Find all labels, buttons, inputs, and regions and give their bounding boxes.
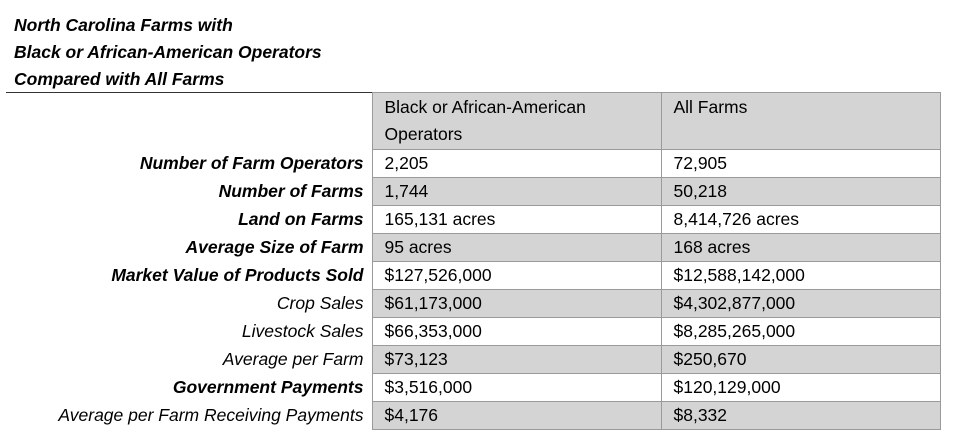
table-row: Crop Sales $61,173,000 $4,302,877,000 — [6, 289, 941, 318]
table-row: Livestock Sales $66,353,000 $8,285,265,0… — [6, 317, 941, 346]
row-label: Average per Farm Receiving Payments — [58, 405, 364, 425]
table-row: Average Size of Farm 95 acres 168 acres — [6, 233, 941, 262]
comparison-table: Black or African-American Operators All … — [6, 92, 941, 430]
table-header-row: Black or African-American Operators All … — [6, 92, 941, 150]
all-farms-value: $12,588,142,000 — [660, 261, 941, 290]
header-all-farms: All Farms — [660, 92, 941, 150]
title-line-2: Black or African-American Operators — [14, 42, 322, 62]
all-farms-value: 168 acres — [660, 233, 941, 262]
title-divider — [6, 92, 372, 93]
black-operators-value: 1,744 — [371, 177, 662, 206]
all-farms-value: $250,670 — [660, 345, 941, 374]
row-label: Number of Farms — [218, 181, 364, 201]
all-farms-value: $4,302,877,000 — [660, 289, 941, 318]
black-operators-value: 95 acres — [371, 233, 662, 262]
table-row: Average per Farm Receiving Payments $4,1… — [6, 401, 941, 430]
black-operators-value: $127,526,000 — [371, 261, 662, 290]
black-operators-value: $73,123 — [371, 345, 662, 374]
row-label: Land on Farms — [238, 209, 364, 229]
row-label: Average per Farm — [222, 349, 364, 369]
table-row: Number of Farm Operators 2,205 72,905 — [6, 149, 941, 178]
row-label: Average Size of Farm — [185, 237, 364, 257]
table-row: Land on Farms 165,131 acres 8,414,726 ac… — [6, 205, 941, 234]
document-title: North Carolina Farms with Black or Afric… — [14, 12, 322, 93]
row-label: Number of Farm Operators — [139, 153, 364, 173]
all-farms-value: $8,332 — [660, 401, 941, 430]
black-operators-value: $66,353,000 — [371, 317, 662, 346]
black-operators-value: $61,173,000 — [371, 289, 662, 318]
row-label: Livestock Sales — [241, 321, 364, 341]
row-label: Market Value of Products Sold — [111, 265, 364, 285]
black-operators-value: $3,516,000 — [371, 373, 662, 402]
table-row: Market Value of Products Sold $127,526,0… — [6, 261, 941, 290]
all-farms-value: 50,218 — [660, 177, 941, 206]
row-label: Crop Sales — [276, 293, 364, 313]
table-row: Number of Farms 1,744 50,218 — [6, 177, 941, 206]
row-label: Government Payments — [172, 377, 364, 397]
black-operators-value: $4,176 — [371, 401, 662, 430]
header-black-operators: Black or African-American Operators — [371, 92, 662, 150]
title-line-1: North Carolina Farms with — [14, 15, 233, 35]
all-farms-value: 8,414,726 acres — [660, 205, 941, 234]
black-operators-value: 165,131 acres — [371, 205, 662, 234]
all-farms-value: $120,129,000 — [660, 373, 941, 402]
all-farms-value: $8,285,265,000 — [660, 317, 941, 346]
table-row: Government Payments $3,516,000 $120,129,… — [6, 373, 941, 402]
table-row: Average per Farm $73,123 $250,670 — [6, 345, 941, 374]
header-blank-cell — [6, 93, 372, 150]
black-operators-value: 2,205 — [371, 149, 662, 178]
title-line-3: Compared with All Farms — [14, 69, 225, 89]
all-farms-value: 72,905 — [660, 149, 941, 178]
